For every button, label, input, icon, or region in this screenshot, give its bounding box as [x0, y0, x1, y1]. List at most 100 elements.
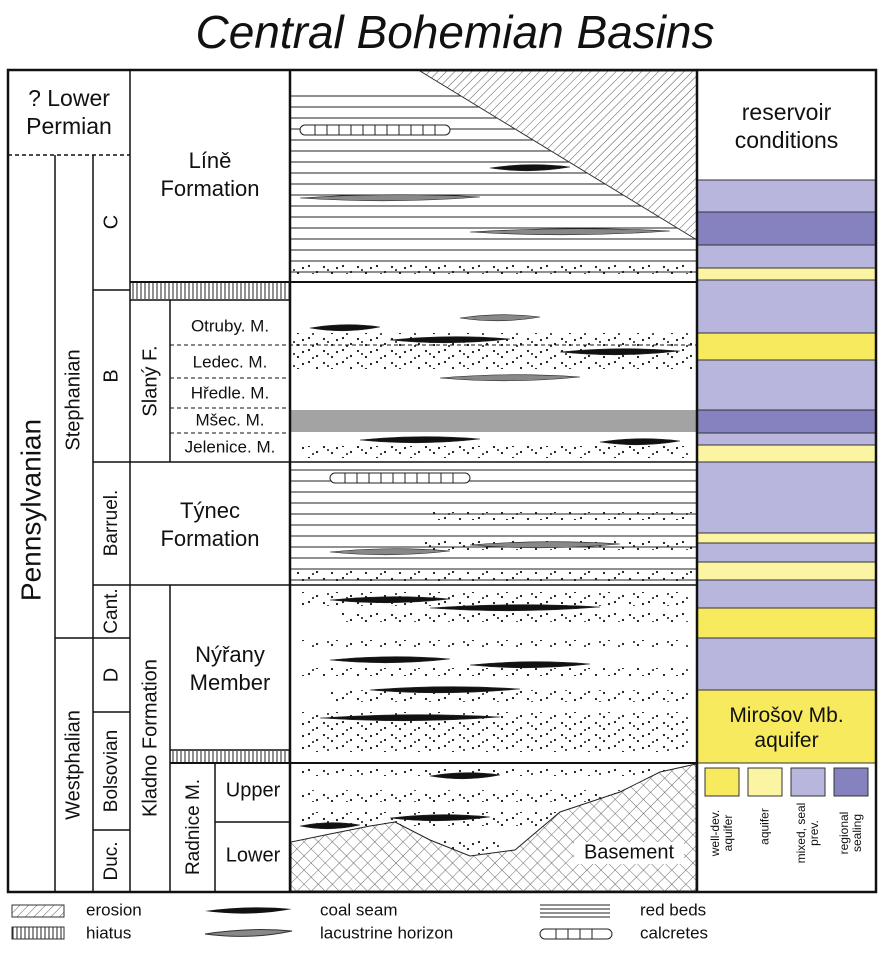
coal-seam	[389, 814, 491, 822]
basement	[290, 763, 697, 892]
erosion	[418, 70, 698, 241]
submember-label: Upper	[226, 779, 281, 801]
legend-label: erosion	[86, 900, 142, 919]
hiatus-band	[131, 283, 289, 299]
stage-label: B	[100, 369, 122, 382]
stage-label: D	[100, 668, 122, 682]
sandstone	[300, 768, 690, 776]
member-label: Nýřany Member	[189, 642, 271, 695]
reservoir-legend	[704, 767, 869, 797]
lacustrine-horizon	[299, 194, 481, 202]
reservoir-legend-label: mixed, seal prev.	[794, 802, 821, 864]
legend-label: calcretes	[640, 923, 708, 942]
aquifer-label: Mirošov Mb. aquifer	[729, 704, 844, 752]
coal-seam	[599, 438, 681, 446]
lacustrine-horizon	[469, 228, 671, 236]
legend-label: coal seam	[320, 900, 397, 919]
sandstone	[300, 446, 690, 458]
reservoir-band	[696, 279, 877, 334]
reservoir-band	[696, 561, 877, 581]
reservoir-band	[696, 267, 877, 281]
reservoir-band	[696, 332, 877, 361]
reservoir-legend-label: regional sealing	[837, 811, 864, 855]
lacustrine-horizon	[469, 541, 621, 549]
legend-label: red beds	[640, 900, 706, 919]
lacustrine-swatch	[204, 929, 293, 937]
formation-label: Líně Formation	[160, 148, 260, 201]
reservoir-band	[696, 211, 877, 246]
reservoir-header: reservoir conditions	[734, 99, 839, 153]
reservoir-bands	[696, 179, 877, 764]
coal-seam	[309, 324, 381, 332]
reservoir-band	[696, 244, 877, 269]
coal-seam	[369, 686, 521, 694]
coal-seam	[299, 822, 361, 830]
coal-seam	[469, 661, 591, 669]
coal-seam	[559, 348, 681, 356]
member-label: Jelenice. M.	[185, 437, 276, 456]
sandstone	[300, 640, 690, 648]
reservoir-band	[696, 359, 877, 411]
formation-label: Týnec Formation	[160, 498, 260, 551]
basement-label: Basement	[584, 841, 674, 863]
sandstone	[430, 512, 695, 520]
reservoir-band	[696, 579, 877, 609]
sandstone	[340, 612, 690, 622]
top-label: ? Lower Permian	[26, 85, 112, 139]
reservoir-band	[696, 532, 877, 544]
frame	[6, 68, 878, 894]
basement-label-bg	[574, 842, 684, 864]
member-label: Hředle. M.	[191, 383, 269, 402]
reservoir-band	[696, 607, 877, 639]
sandstone	[290, 571, 697, 581]
lithology-column: Basement	[290, 70, 698, 892]
reservoir-legend-label: aquifer	[757, 808, 772, 845]
reservoir-band	[696, 409, 877, 434]
reservoir-band	[696, 432, 877, 446]
sandstone	[300, 790, 690, 802]
formation-label: Kladno Formation	[139, 659, 161, 817]
reservoir-band	[696, 444, 877, 463]
coal-seam	[329, 656, 451, 664]
sandstone	[300, 668, 690, 676]
lacustrine-band	[290, 410, 697, 432]
legend-label: lacustrine horizon	[320, 923, 453, 942]
member-label: Mšec. M.	[196, 410, 265, 429]
calcrete	[329, 472, 471, 484]
coal-seam	[429, 604, 601, 612]
member-label: Ledec. M.	[193, 352, 268, 371]
coal-seam	[489, 164, 571, 172]
formation-label: Slaný F.	[139, 345, 161, 416]
title: Central Bohemian Basins	[195, 6, 714, 58]
reservoir-band	[696, 637, 877, 691]
calcrete-swatch	[539, 928, 613, 940]
reservoir-band	[696, 689, 877, 764]
lacustrine-horizon	[459, 314, 541, 322]
coal-swatch	[205, 907, 292, 914]
legend-label: hiatus	[86, 923, 131, 942]
sandstone	[290, 264, 697, 274]
submember-label: Lower	[226, 844, 281, 866]
coal-seam	[429, 772, 501, 780]
member-label: Radnice M.	[183, 779, 204, 875]
coal-seam	[319, 714, 501, 722]
reservoir-band	[696, 461, 877, 534]
stage-label: Barruel.	[101, 490, 122, 557]
system-label: Pennsylvanian	[15, 419, 46, 601]
coal-seam	[389, 336, 511, 344]
coal-seam	[359, 436, 481, 444]
stage-label: Duc.	[101, 841, 122, 880]
series-label: Westphalian	[62, 710, 84, 820]
coal-seam	[329, 596, 451, 604]
reservoir-band	[696, 542, 877, 563]
reservoir-legend-label: well-dev. aquifer	[708, 809, 735, 857]
stage-label: Bolsovian	[101, 730, 122, 812]
erosion-swatch	[11, 904, 65, 918]
member-label: Otruby. M.	[191, 316, 269, 335]
lacustrine-horizon	[439, 374, 581, 382]
stage-label: Cant.	[101, 588, 122, 633]
lacustrine-horizon	[329, 548, 451, 556]
series-label: Stephanian	[62, 349, 84, 450]
